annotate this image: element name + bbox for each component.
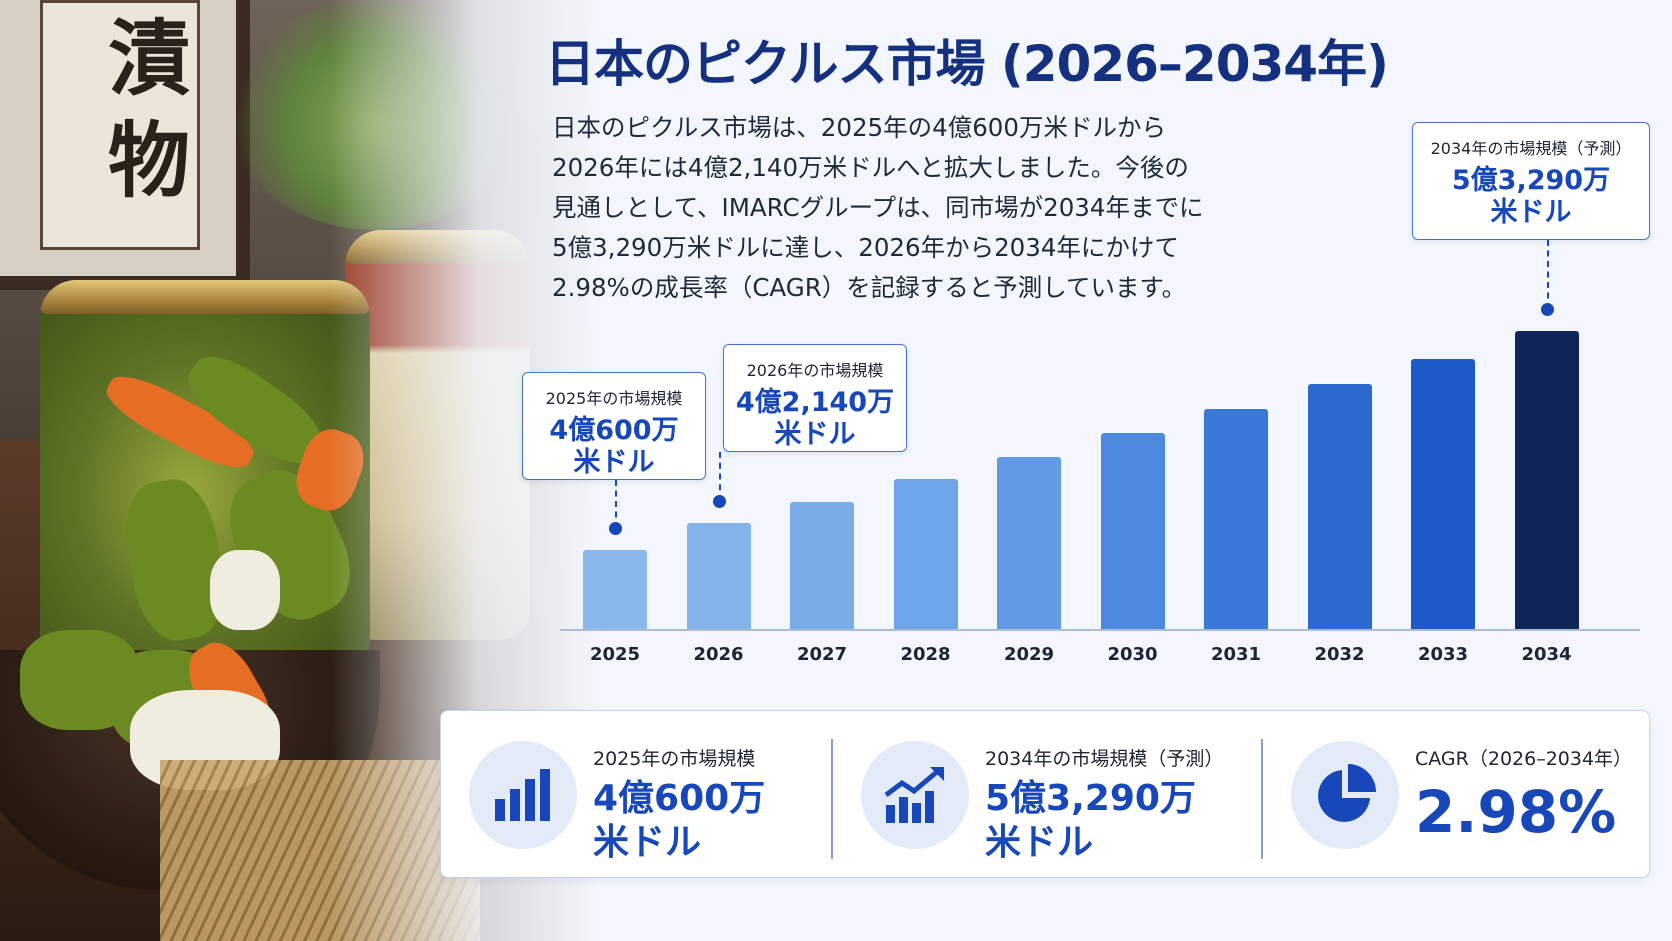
stat-value: 2.98% xyxy=(1415,778,1617,846)
pickle-jar-front xyxy=(40,280,370,670)
x-tick-label: 2025 xyxy=(589,644,641,665)
bar-2030 xyxy=(1100,432,1165,629)
description-line: 見通しとして、IMARCグループは、同市場が2034年までに xyxy=(552,193,1204,222)
stat-label: 2025年の市場規模 xyxy=(593,748,756,770)
pie-chart-icon xyxy=(1291,741,1399,849)
x-tick-label: 2030 xyxy=(1107,644,1158,665)
callout-unit: 米ドル xyxy=(573,447,655,478)
callout-leader-line xyxy=(718,452,721,502)
callout-value: 5億3,290万 xyxy=(1451,165,1611,196)
callout-2026: 2026年の市場規模 4億2,140万 米ドル xyxy=(723,344,907,452)
bar-2031 xyxy=(1204,408,1268,629)
callout-label: 2026年の市場規模 xyxy=(746,361,884,380)
x-tick-label: 2031 xyxy=(1210,644,1262,665)
stat-2034-market-size: 2034年の市場規模（予測） 5億3,290万 米ドル xyxy=(833,711,1253,879)
bar-2027 xyxy=(790,501,854,629)
stat-cagr: CAGR（2026–2034年） 2.98% xyxy=(1263,711,1649,879)
stat-unit: 米ドル xyxy=(985,822,1094,863)
page-title: 日本のピクルス市場 (2026–2034年) xyxy=(545,35,1389,93)
x-axis-line xyxy=(560,629,1640,631)
x-tick-label: 2032 xyxy=(1314,644,1365,665)
stat-divider xyxy=(1261,739,1263,859)
bar-2026 xyxy=(686,523,751,629)
stat-label: CAGR（2026–2034年） xyxy=(1415,748,1633,770)
stat-2025-market-size: 2025年の市場規模 4億600万 米ドル xyxy=(441,711,831,879)
bar-2028 xyxy=(893,479,958,629)
key-stats-panel: 2025年の市場規模 4億600万 米ドル 2034年の市場規模（予測） 5億3… xyxy=(440,710,1650,878)
bar-2033 xyxy=(1411,358,1475,629)
x-tick-label: 2026 xyxy=(693,644,744,665)
callout-unit: 米ドル xyxy=(774,419,856,450)
x-tick-label: 2034 xyxy=(1521,644,1572,665)
hanging-scroll: 漬 物 xyxy=(40,0,200,250)
callout-label: 2025年の市場規模 xyxy=(545,389,683,408)
description-line: 2.98%の成長率（CAGR）を記録すると予測しています。 xyxy=(552,273,1187,302)
x-tick-label: 2029 xyxy=(1003,644,1055,665)
trend-up-chart-icon xyxy=(861,741,969,849)
callout-unit: 米ドル xyxy=(1490,197,1572,228)
stat-value: 4億600万 xyxy=(593,778,766,819)
market-description: 日本のピクルス市場は、2025年の4億600万米ドルから 2026年には4億2,… xyxy=(552,108,1312,308)
callout-value: 4億2,140万 xyxy=(735,387,895,418)
market-size-bar-chart: 2025 2026 2027 2028 2029 2030 2031 2032 2033 2034… xyxy=(522,122,1650,680)
stat-label: 2034年の市場規模（予測） xyxy=(985,748,1224,770)
callout-dot xyxy=(1540,303,1554,317)
bar-2029 xyxy=(997,456,1061,629)
callout-value: 4億600万 xyxy=(549,415,679,446)
scroll-kanji-1: 漬 xyxy=(108,11,191,107)
description-line: 日本のピクルス市場は、2025年の4億600万米ドルから xyxy=(552,113,1166,142)
x-tick-label: 2033 xyxy=(1417,644,1469,665)
bar-chart-icon xyxy=(469,741,577,849)
description-line: 2026年には4億2,140万米ドルへと拡大しました。今後の xyxy=(552,153,1189,182)
callout-leader-line xyxy=(1546,240,1549,310)
stat-value: 5億3,290万 xyxy=(985,778,1196,819)
callout-2025: 2025年の市場規模 4億600万 米ドル xyxy=(522,372,706,480)
x-tick-label: 2028 xyxy=(900,644,951,665)
bar-2032 xyxy=(1307,384,1372,629)
callout-2034: 2034年の市場規模（予測） 5億3,290万 米ドル xyxy=(1412,122,1650,240)
callout-dot xyxy=(712,495,726,509)
callout-leader-line xyxy=(615,480,617,528)
x-tick-label: 2027 xyxy=(796,644,848,665)
callout-label: 2034年の市場規模（予測） xyxy=(1430,139,1632,158)
callout-dot xyxy=(609,521,622,535)
scroll-kanji-2: 物 xyxy=(108,113,191,209)
bar-2025 xyxy=(583,549,647,629)
bar-2034 xyxy=(1514,331,1579,629)
description-line: 5億3,290万米ドルに達し、2026年から2034年にかけて xyxy=(552,233,1179,262)
stat-divider xyxy=(831,739,833,859)
stat-unit: 米ドル xyxy=(593,822,702,863)
